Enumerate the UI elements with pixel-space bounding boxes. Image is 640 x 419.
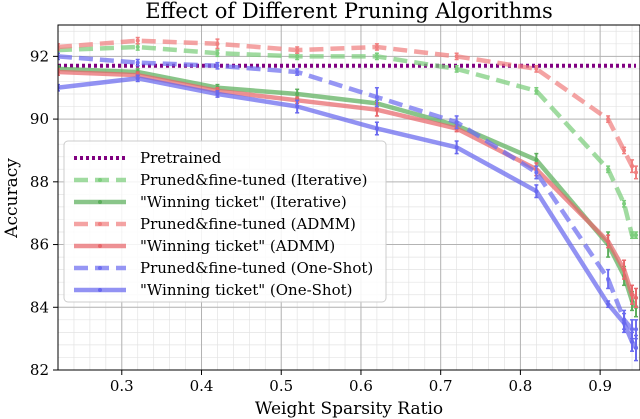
series-group — [58, 74, 639, 362]
x-axis-ticks: 0.3 0.4 0.5 0.6 0.7 0.8 0.9 — [110, 370, 612, 395]
data-point — [534, 157, 539, 162]
data-point — [295, 92, 300, 96]
data-point — [295, 104, 300, 109]
legend-label: "Winning ticket" (ADMM) — [140, 237, 335, 255]
data-point — [215, 92, 220, 96]
data-point — [630, 327, 635, 332]
legend-label: Pruned&fine-tuned (ADMM) — [140, 215, 356, 233]
data-point — [634, 327, 639, 332]
series-group — [58, 36, 639, 180]
data-point — [534, 189, 539, 194]
legend-marker — [98, 200, 102, 204]
y-axis-label: Accuracy — [2, 158, 22, 239]
x-tick-label: 0.5 — [269, 377, 293, 395]
y-tick-label: 86 — [30, 236, 49, 254]
data-point — [295, 70, 300, 75]
data-point — [630, 164, 635, 169]
x-axis-label: Weight Sparsity Ratio — [255, 399, 443, 419]
legend: Pretrained Pruned&fine-tuned (Iterative) "… — [63, 140, 387, 303]
data-point — [634, 233, 639, 238]
data-point — [135, 60, 140, 65]
x-tick-label: 0.4 — [190, 377, 214, 395]
series-group — [58, 52, 639, 340]
data-point — [454, 66, 459, 71]
data-point — [374, 95, 379, 100]
data-point — [454, 120, 459, 125]
legend-marker — [98, 288, 102, 292]
data-point — [215, 41, 220, 46]
data-point — [606, 167, 611, 172]
data-point — [295, 54, 300, 59]
legend-box — [63, 140, 387, 303]
data-point — [135, 76, 140, 81]
x-tick-label: 0.9 — [588, 377, 612, 395]
data-point — [630, 292, 635, 297]
data-point — [534, 170, 539, 175]
data-point — [454, 145, 459, 150]
data-point — [374, 54, 379, 59]
legend-label: Pretrained — [140, 149, 222, 167]
data-point — [374, 44, 379, 49]
data-point — [634, 170, 639, 175]
data-point — [606, 117, 611, 122]
data-point — [622, 148, 627, 153]
y-tick-label: 90 — [30, 110, 49, 128]
data-point — [622, 201, 627, 206]
x-tick-label: 0.6 — [349, 377, 373, 395]
data-point — [606, 277, 611, 282]
data-point — [215, 51, 220, 56]
legend-label: Pruned&fine-tuned (One-Shot) — [140, 259, 373, 277]
y-tick-label: 92 — [30, 47, 49, 65]
data-point — [622, 320, 627, 325]
y-tick-label: 82 — [30, 361, 49, 379]
legend-marker — [98, 266, 102, 270]
data-point — [634, 346, 639, 351]
x-tick-label: 0.7 — [429, 377, 453, 395]
legend-marker — [98, 244, 102, 248]
data-point — [630, 233, 635, 238]
legend-label: "Winning ticket" (Iterative) — [140, 193, 347, 211]
x-tick-label: 0.8 — [508, 377, 532, 395]
data-point — [135, 44, 140, 49]
data-point — [135, 38, 140, 43]
plot-frame — [57, 24, 640, 371]
chart-title: Effect of Different Pruning Algorithms — [145, 0, 553, 23]
data-point — [606, 302, 611, 307]
legend-marker — [98, 222, 102, 226]
legend-label: "Winning ticket" (One-Shot) — [140, 281, 353, 299]
data-point — [454, 54, 459, 59]
data-point — [215, 63, 220, 68]
y-tick-label: 88 — [30, 173, 49, 191]
legend-label: Pruned&fine-tuned (Iterative) — [140, 171, 367, 189]
data-point — [295, 48, 300, 53]
series-layer — [58, 36, 639, 362]
data-point — [374, 126, 379, 131]
data-point — [534, 66, 539, 71]
legend-marker — [98, 178, 102, 182]
data-point — [634, 295, 639, 300]
y-axis-ticks: 82 84 86 88 90 92 — [30, 47, 58, 379]
data-point — [606, 239, 611, 244]
data-point — [374, 107, 379, 112]
y-tick-label: 84 — [30, 298, 49, 316]
x-tick-label: 0.3 — [110, 377, 134, 395]
data-point — [534, 88, 539, 93]
data-point — [622, 267, 627, 272]
data-point — [630, 339, 635, 344]
